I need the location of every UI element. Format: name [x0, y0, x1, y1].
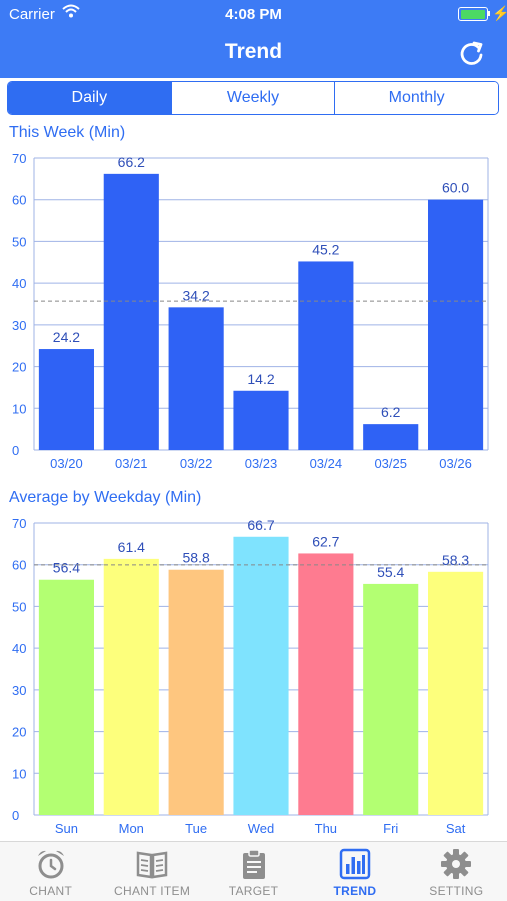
bar-sun — [38, 579, 94, 815]
tab-label: TREND — [333, 884, 377, 898]
x-tick-label: Sat — [446, 821, 466, 836]
y-tick-label: 70 — [12, 516, 26, 531]
bar-mon — [103, 558, 159, 815]
bar-value-label: 66.2 — [118, 154, 145, 170]
gear-icon — [441, 849, 472, 879]
bar-value-label: 45.2 — [312, 241, 339, 257]
bar-thu — [298, 553, 354, 815]
tab-setting[interactable]: SETTING — [406, 842, 507, 901]
y-tick-label: 60 — [12, 193, 26, 208]
x-tick-label: 03/23 — [245, 456, 278, 471]
x-tick-label: Sun — [55, 821, 78, 836]
y-tick-label: 10 — [12, 401, 26, 416]
y-tick-label: 60 — [12, 558, 26, 573]
tab-chant[interactable]: CHANT — [0, 842, 101, 901]
weekday-average-chart-svg: 0 10 20 30 40 50 60 70 56.4 Sun 61.4 Mon 58.8 Tue 66.7… — [12, 516, 489, 836]
y-tick-label: 40 — [12, 276, 26, 291]
bar-03-23 — [233, 390, 289, 450]
segment-monthly[interactable]: Monthly — [334, 82, 498, 114]
bar-value-label: 55.4 — [377, 564, 404, 580]
chart-title-this-week: This Week (Min) — [9, 124, 126, 141]
period-segmented-control: Daily Weekly Monthly — [7, 81, 499, 115]
tab-label: SETTING — [429, 884, 484, 898]
bar-value-label: 60.0 — [442, 180, 469, 196]
segment-label: Daily — [71, 89, 108, 106]
battery-tip — [488, 11, 490, 16]
carrier-label: Carrier — [9, 6, 55, 23]
y-tick-label: 0 — [12, 808, 19, 823]
y-tick-label: 0 — [12, 443, 19, 458]
bar-wed — [233, 536, 289, 815]
status-time: 4:08 PM — [225, 6, 282, 23]
bar-03-25 — [363, 424, 419, 450]
y-tick-label: 50 — [12, 234, 26, 249]
bar-value-label: 6.2 — [381, 404, 401, 420]
x-tick-label: 03/24 — [310, 456, 343, 471]
x-tick-label: 03/26 — [439, 456, 472, 471]
y-tick-label: 70 — [12, 151, 26, 166]
bar-value-label: 24.2 — [53, 329, 80, 345]
y-tick-label: 20 — [12, 360, 26, 375]
tab-chant-item[interactable]: CHANT ITEM — [101, 842, 202, 901]
bar-tue — [168, 569, 224, 815]
this-week-chart: 0 10 20 30 40 50 60 70 24.2 03/20 66.2 03/21 34.2 03/… — [0, 150, 507, 475]
tab-bar: CHANT CHANT ITEM TARGET TREND — [0, 841, 507, 901]
x-tick-label: Mon — [119, 821, 144, 836]
page-title: Trend — [224, 40, 283, 63]
y-tick-label: 30 — [12, 683, 26, 698]
tab-label: CHANT — [29, 884, 73, 898]
y-tick-label: 10 — [12, 766, 26, 781]
bar-value-label: 58.8 — [183, 550, 210, 566]
bar-value-label: 14.2 — [247, 371, 274, 387]
bar-03-21 — [103, 173, 159, 450]
weekday-average-chart: 0 10 20 30 40 50 60 70 56.4 Sun 61.4 Mon 58.8 Tue 66.7… — [0, 515, 507, 840]
bar-value-label: 56.4 — [53, 560, 80, 576]
chart-title-weekday-average: Average by Weekday (Min) — [9, 489, 202, 506]
bar-value-label: 61.4 — [118, 539, 145, 555]
status-bar: Carrier 4:08 PM ⚡ — [0, 0, 507, 28]
tab-trend[interactable]: TREND — [304, 842, 405, 901]
alarm-clock-icon — [37, 850, 64, 879]
x-tick-label: 03/20 — [50, 456, 83, 471]
this-week-chart-svg: 0 10 20 30 40 50 60 70 24.2 03/20 66.2 03/21 34.2 03/… — [12, 151, 489, 471]
battery-charging-icon — [458, 7, 488, 21]
bar-03-26 — [428, 199, 484, 450]
segment-weekly[interactable]: Weekly — [170, 82, 335, 114]
bar-value-label: 34.2 — [183, 287, 210, 303]
x-tick-label: 03/22 — [180, 456, 213, 471]
segment-label: Monthly — [388, 89, 445, 106]
x-tick-label: 03/25 — [374, 456, 407, 471]
tab-target[interactable]: TARGET — [203, 842, 304, 901]
open-book-icon — [136, 851, 168, 879]
bar-03-24 — [298, 261, 354, 450]
nav-header: Carrier 4:08 PM ⚡ Trend — [0, 0, 507, 78]
bar-03-22 — [168, 307, 224, 450]
y-tick-label: 50 — [12, 599, 26, 614]
y-tick-label: 30 — [12, 318, 26, 333]
y-tick-label: 40 — [12, 641, 26, 656]
bar-fri — [363, 583, 419, 815]
bar-value-label: 58.3 — [442, 552, 469, 568]
x-tick-label: Tue — [185, 821, 207, 836]
segment-daily[interactable]: Daily — [8, 82, 171, 114]
x-tick-label: 03/21 — [115, 456, 148, 471]
x-tick-label: Wed — [248, 821, 275, 836]
x-tick-label: Fri — [383, 821, 398, 836]
bar-value-label: 66.7 — [247, 517, 274, 533]
bar-chart-icon — [339, 848, 371, 880]
x-tick-label: Thu — [315, 821, 337, 836]
wifi-icon — [62, 4, 80, 22]
tab-label: TARGET — [228, 884, 279, 898]
segment-label: Weekly — [226, 89, 280, 106]
clipboard-icon — [242, 849, 265, 879]
tab-label: CHANT ITEM — [114, 884, 191, 898]
y-tick-label: 20 — [12, 725, 26, 740]
bar-03-20 — [38, 349, 94, 450]
bar-value-label: 62.7 — [312, 533, 339, 549]
refresh-icon[interactable] — [456, 38, 488, 70]
charging-bolt-icon: ⚡ — [492, 5, 507, 21]
bar-sat — [428, 571, 484, 815]
